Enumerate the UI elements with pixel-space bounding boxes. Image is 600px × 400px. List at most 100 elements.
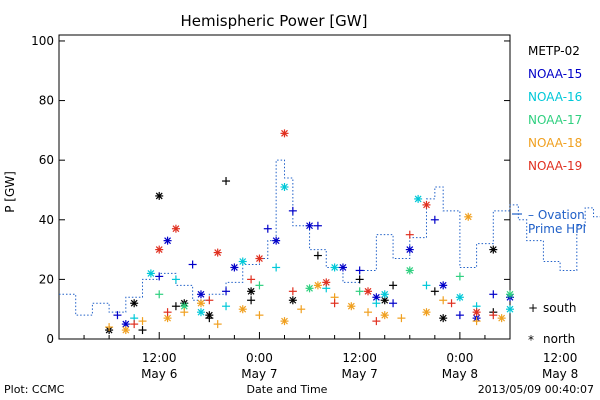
north-point: [155, 245, 164, 254]
north-point: [472, 308, 481, 317]
x-tick-label-date: May 6: [141, 367, 177, 381]
south-label-legend: south: [543, 301, 577, 315]
north-point: [130, 299, 139, 308]
south-point: [138, 326, 147, 335]
south-point: [489, 311, 498, 320]
south-point: [439, 296, 448, 305]
north-point: [288, 296, 297, 305]
north-point: [146, 269, 155, 278]
north-point: [347, 302, 356, 311]
south-point: [389, 299, 398, 308]
ovation-legend-label: – Ovation: [528, 208, 585, 222]
footer-plot-source: Plot: CCMC: [4, 383, 65, 396]
legend-entry: NOAA-18: [528, 136, 582, 150]
south-point: [372, 299, 381, 308]
footer-timestamp: 2013/05/09 00:40:07: [478, 383, 594, 396]
x-tick-label-date: May 7: [342, 367, 378, 381]
north-point: [305, 284, 314, 293]
south-point: [113, 311, 122, 320]
legend-entry: METP-02: [528, 44, 580, 58]
x-tick-label-date: May 8: [442, 367, 478, 381]
north-point: [163, 314, 172, 323]
south-point: [213, 320, 222, 329]
south-point: [222, 177, 231, 186]
north-point: [238, 305, 247, 314]
north-point: [196, 290, 205, 299]
south-point: [130, 320, 139, 329]
north-point: [230, 263, 239, 272]
north-point: [439, 314, 448, 323]
north-point: [330, 263, 339, 272]
legend: METP-02 NOAA-15 NOAA-16 NOAA-17 NOAA-18 NOAA-…: [512, 44, 586, 347]
x-axis: 12:00 May 6 0:00 May 7 12:00 May 7 0:00 May 8 12…: [83, 332, 578, 381]
north-point: [338, 263, 347, 272]
south-point: [255, 311, 264, 320]
legend-entry: NOAA-15: [528, 67, 582, 81]
south-point: [455, 311, 464, 320]
south-point: [171, 302, 180, 311]
north-point: [196, 308, 205, 317]
north-point: [272, 236, 281, 245]
south-point: [272, 263, 281, 272]
south-point: [430, 287, 439, 296]
ovation-series: [59, 159, 600, 316]
south-point: [163, 308, 172, 317]
chart-title: Hemispheric Power [GW]: [181, 12, 368, 30]
north-point: [464, 212, 473, 221]
south-point: [405, 230, 414, 239]
north-point: [255, 254, 264, 263]
legend-entry: NOAA-17: [528, 113, 582, 127]
south-point: [180, 308, 189, 317]
y-axis: 0 20 40 60 80 100: [31, 34, 510, 346]
north-point: [155, 191, 164, 200]
south-point: [255, 281, 264, 290]
south-point: [247, 275, 256, 284]
ovation-line: [59, 159, 600, 316]
x-tick-label-time: 0:00: [246, 351, 273, 365]
south-point: [138, 317, 147, 326]
north-label-legend: north: [543, 332, 575, 346]
north-point: [280, 183, 289, 191]
data-points: [105, 129, 514, 335]
south-point: [372, 317, 381, 326]
south-point: [105, 323, 114, 332]
north-point: [171, 224, 180, 233]
south-point: [355, 266, 364, 275]
north-point: [405, 245, 414, 254]
south-point: [430, 215, 439, 224]
legend-entry: NOAA-19: [528, 159, 582, 173]
south-point: [489, 290, 498, 299]
north-point: [489, 245, 498, 254]
north-point: [280, 317, 289, 326]
south-point: [222, 302, 231, 311]
south-point: [288, 287, 297, 296]
north-point: [506, 290, 514, 299]
south-symbol-legend: +: [528, 301, 538, 315]
south-point: [247, 296, 256, 305]
north-symbol-legend: *: [528, 333, 534, 347]
y-axis-label: P [GW]: [3, 171, 17, 213]
north-point: [121, 326, 130, 335]
south-point: [389, 281, 398, 290]
north-point: [455, 293, 464, 302]
south-point: [330, 299, 339, 308]
north-point: [305, 221, 314, 230]
y-tick-label: 60: [39, 153, 54, 167]
north-point: [414, 194, 423, 203]
north-point: [405, 266, 414, 275]
south-point: [222, 287, 231, 296]
south-point: [397, 314, 406, 323]
north-point: [196, 299, 205, 308]
south-point: [188, 260, 197, 269]
x-tick-label-time: 12:00: [342, 351, 377, 365]
north-point: [213, 248, 222, 257]
x-axis-label: Date and Time: [247, 383, 328, 396]
south-point: [355, 287, 364, 296]
y-tick-label: 0: [46, 332, 54, 346]
north-point: [205, 311, 214, 320]
north-point: [506, 305, 514, 314]
north-point: [380, 311, 389, 320]
y-tick-label: 80: [39, 94, 54, 108]
south-point: [263, 224, 272, 233]
